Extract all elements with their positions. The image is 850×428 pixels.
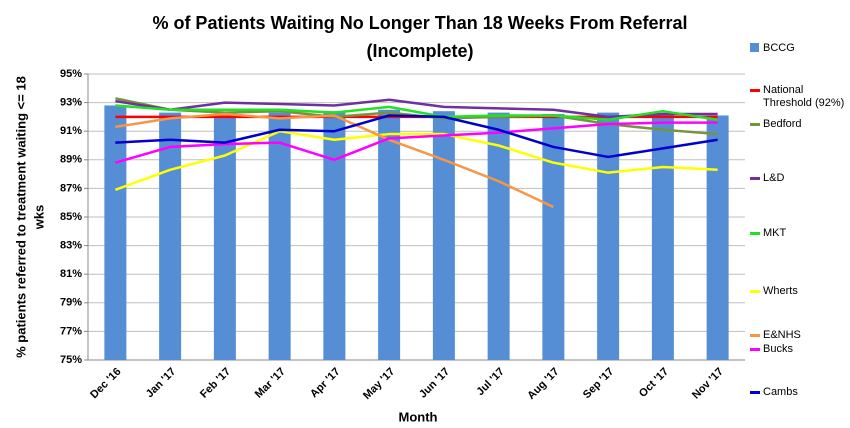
x-tick-label: Oct '17	[637, 366, 671, 400]
x-tick-label: Jun '17	[417, 366, 452, 401]
y-tick-label: 93%	[60, 97, 82, 109]
bar	[706, 115, 729, 360]
legend-key	[750, 123, 760, 126]
line-series	[115, 112, 554, 209]
bar	[542, 114, 565, 360]
y-axis-label: % patients referred to treatment waiting…	[13, 76, 28, 358]
y-tick-label: 77%	[60, 325, 82, 337]
legend-label: National Threshold (92%)	[763, 84, 845, 109]
legend-label: E&NHS	[763, 329, 801, 341]
y-axis-label: wks	[31, 205, 46, 231]
x-tick-label: Aug '17	[525, 366, 561, 402]
legend-label: Wherts	[763, 285, 798, 297]
x-axis-label: Month	[399, 409, 438, 424]
y-tick-label: 91%	[60, 125, 82, 137]
bar	[651, 114, 674, 360]
x-tick-label: Sep '17	[581, 366, 616, 401]
bar	[268, 112, 291, 360]
bar	[213, 115, 236, 360]
chart-title: % of Patients Waiting No Longer Than 18 …	[152, 13, 687, 33]
legend-label: Cambs	[763, 386, 798, 398]
y-tick-label: 89%	[60, 154, 82, 166]
line-series	[115, 114, 718, 159]
legend-key	[750, 43, 759, 52]
line-series	[115, 104, 718, 122]
chart-title: (Incomplete)	[366, 41, 473, 61]
line-series	[115, 98, 718, 119]
legend-label: L&D	[763, 172, 785, 184]
legend-label: BCCG	[763, 42, 795, 54]
legend-label: Bucks	[763, 343, 793, 355]
bar	[432, 111, 455, 361]
line-series	[115, 121, 718, 164]
x-tick-label: Feb '17	[198, 366, 233, 401]
y-tick-label: 75%	[60, 354, 82, 366]
x-tick-label: May '17	[361, 366, 397, 402]
bar	[378, 109, 401, 360]
legend-key	[750, 290, 760, 293]
y-tick-label: 79%	[60, 297, 82, 309]
y-tick-label: 83%	[60, 240, 82, 252]
x-tick-label: Jan '17	[144, 366, 179, 401]
x-tick-label: Nov '17	[690, 366, 726, 402]
legend-label: Bedford	[763, 118, 802, 130]
bar	[597, 112, 620, 360]
legend-key	[750, 391, 760, 394]
bar	[487, 112, 510, 360]
bar	[159, 112, 182, 360]
legend-label: MKT	[763, 227, 787, 239]
x-tick-label: Mar '17	[253, 366, 288, 401]
legend-key	[750, 348, 760, 351]
bar	[104, 105, 127, 361]
y-tick-label: 95%	[60, 68, 82, 80]
y-tick-label: 87%	[60, 182, 82, 194]
legend-key	[750, 177, 760, 180]
x-tick-label: Jul '17	[474, 366, 506, 398]
legend-key	[750, 89, 760, 92]
bar	[323, 111, 346, 361]
y-tick-label: 81%	[60, 268, 82, 280]
legend-key	[750, 334, 760, 337]
line-series	[114, 129, 718, 192]
y-tick-label: 85%	[60, 211, 82, 223]
x-tick-label: Apr '17	[308, 366, 343, 401]
x-tick-label: Dec '16	[88, 366, 123, 401]
legend-key	[750, 232, 760, 235]
